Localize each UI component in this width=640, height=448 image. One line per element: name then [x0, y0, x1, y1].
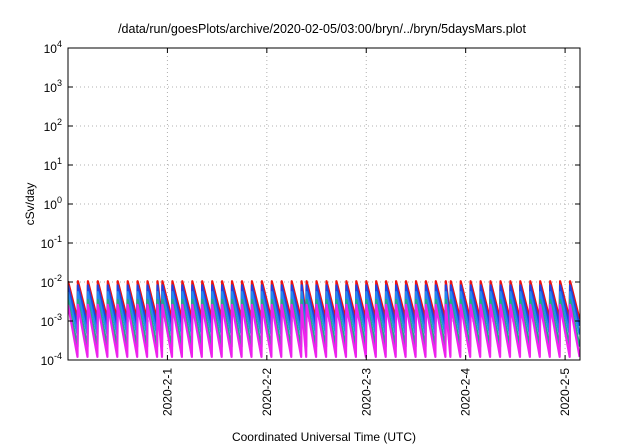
- x-tick-label: 2020-2-4: [459, 368, 473, 416]
- y-tick-label: 103: [44, 78, 62, 95]
- y-tick-label: 102: [44, 117, 62, 134]
- y-tick-label: 10-4: [41, 351, 62, 368]
- y-tick-label: 10-3: [41, 312, 62, 329]
- x-tick-label: 2020-2-1: [160, 368, 174, 416]
- x-tick-label: 2020-2-5: [558, 368, 572, 416]
- y-tick-label: 10-1: [41, 234, 62, 251]
- y-axis-label: cSv/day: [23, 183, 37, 226]
- y-tick-label: 10-2: [41, 273, 62, 290]
- chart-title: /data/run/goesPlots/archive/2020-02-05/0…: [118, 22, 526, 36]
- y-tick-label: 101: [44, 156, 62, 173]
- x-tick-label: 2020-2-2: [260, 368, 274, 416]
- y-tick-label: 100: [44, 195, 62, 212]
- x-axis-label: Coordinated Universal Time (UTC): [232, 430, 416, 444]
- series-line-5: [68, 303, 580, 358]
- y-tick-label: 104: [44, 39, 62, 56]
- x-tick-label: 2020-2-3: [359, 368, 373, 416]
- axis-ticks: 10-4 10-3 10-2 10-1 100 101 102 103 104 2020-2-1 2…: [41, 39, 580, 416]
- data-series: [68, 280, 580, 358]
